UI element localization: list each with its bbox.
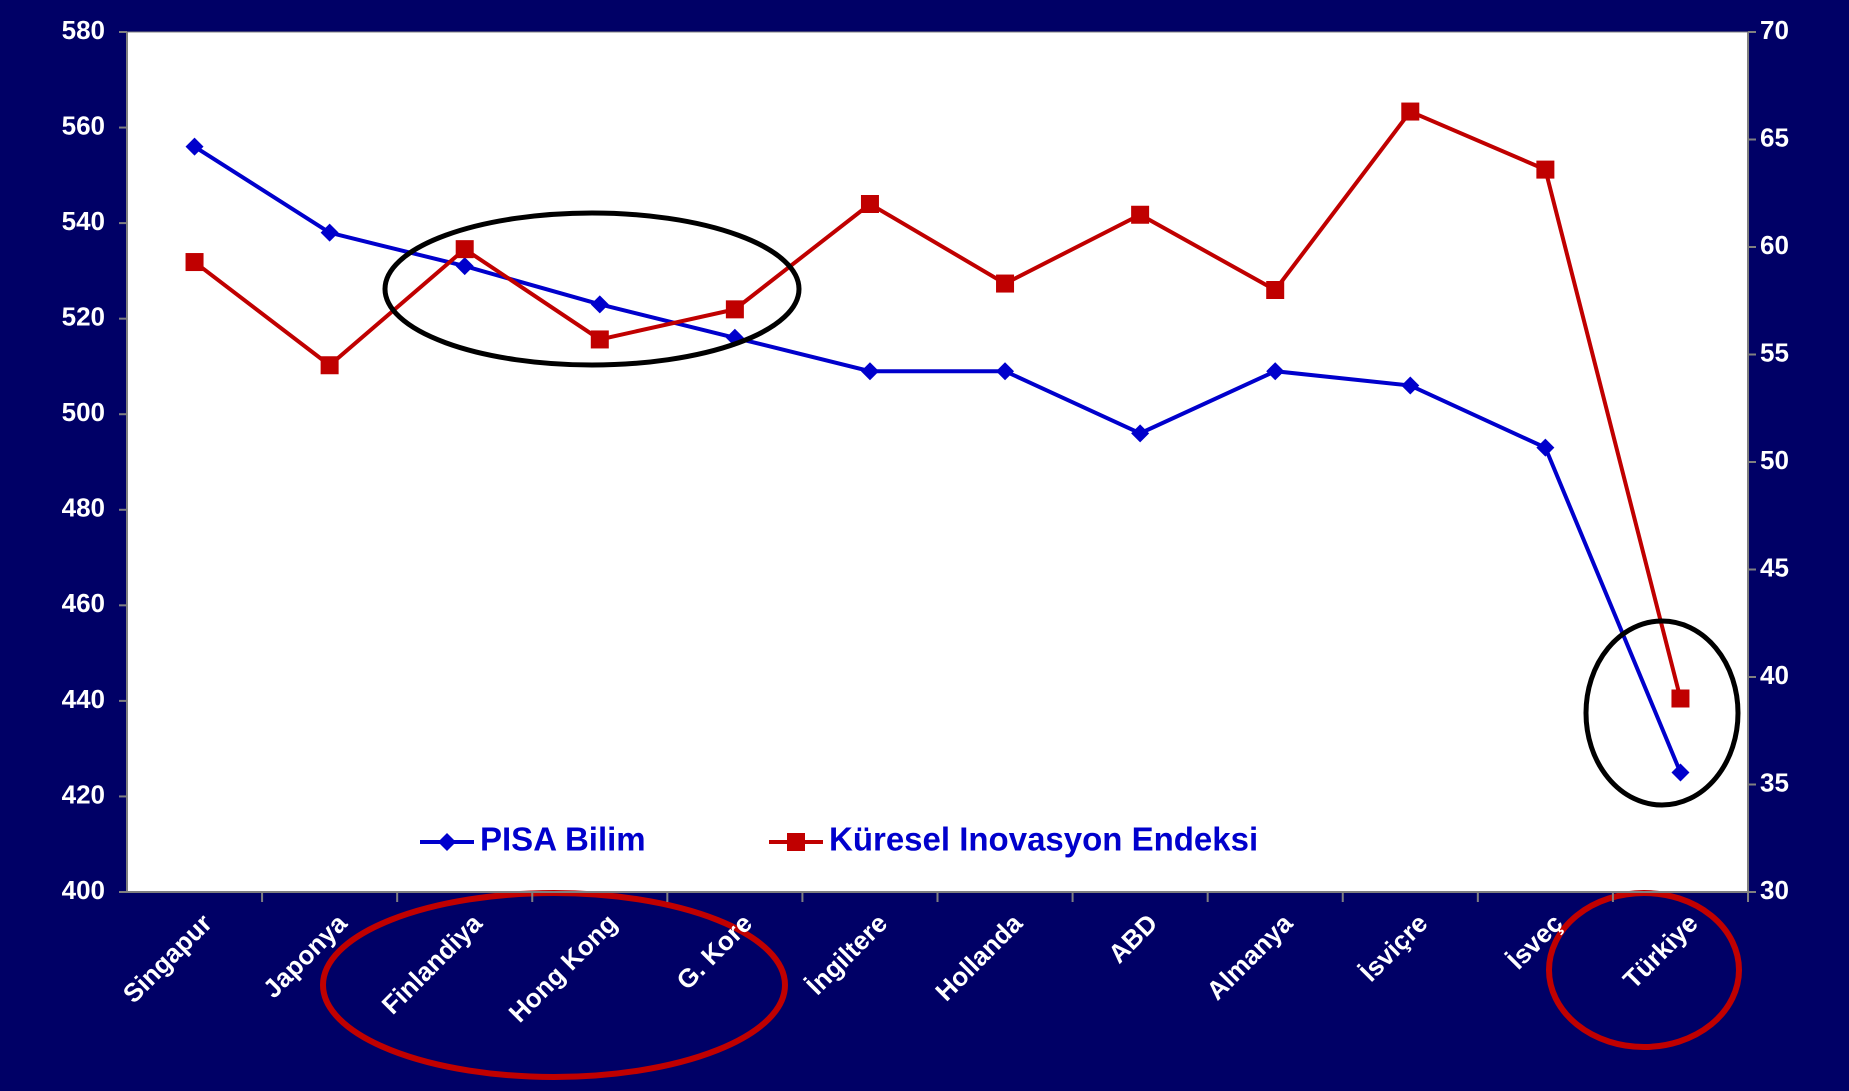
annotation-ellipse [382,210,802,368]
point [996,274,1015,293]
y-tick-label: 440 [62,684,105,714]
y-tick-label: 400 [62,875,105,905]
y2-tick-label: 40 [1760,660,1789,690]
x-tick-label: Almanya [1200,908,1298,1006]
annotation-ellipse [1583,618,1741,808]
y2-tick-label: 35 [1760,767,1789,797]
plot-area [126,31,1749,893]
y-tick-label: 540 [62,206,105,236]
point [590,295,609,314]
x-tick-label: Türkiye [1617,908,1704,995]
x-tick-label: ABD [1102,908,1163,969]
legend-label: PISA Bilim [480,821,646,858]
point [1401,102,1420,121]
point [320,223,339,242]
y-tick-label: 480 [62,493,105,523]
point [1401,376,1420,395]
y2-tick-label: 30 [1760,875,1789,905]
y-tick-label: 580 [62,15,105,45]
point [320,356,339,375]
y-tick-label: 520 [62,302,105,332]
y2-tick-label: 50 [1760,445,1789,475]
point [1536,160,1555,179]
point [1131,424,1150,443]
y-tick-label: 500 [62,397,105,427]
point [1266,281,1285,299]
point [455,240,474,259]
point [860,362,879,381]
point [185,253,204,272]
y2-tick-label: 70 [1760,15,1789,45]
point [185,137,204,156]
x-tick-label: Singapur [117,908,218,1009]
x-tick-label: İsviçre [1354,908,1433,987]
y2-tick-label: 45 [1760,552,1789,582]
y2-tick-label: 60 [1760,230,1789,260]
point [1671,763,1690,782]
point [1266,362,1285,381]
point [787,833,805,851]
marks [185,102,1690,782]
x-tick-label: Hollanda [929,908,1028,1007]
y2-tick-label: 65 [1760,122,1789,152]
point [1671,689,1690,708]
x-tick-label: İngiltere [800,908,893,1001]
point [1536,438,1555,457]
point [996,362,1015,381]
x-tick-label: Finlandiya [376,908,489,1021]
series-line [193,144,1683,774]
y2-tick-label: 55 [1760,337,1789,367]
y-tick-label: 460 [62,588,105,618]
point [590,330,609,349]
point [1131,205,1150,224]
point [438,833,456,851]
legend-label: Küresel Inovasyon Endeksi [829,821,1258,858]
x-tick-label: Hong Kong [503,908,623,1028]
point [455,257,474,276]
series-line [193,109,1683,699]
y-tick-label: 420 [62,779,105,809]
point [725,300,744,319]
point [860,195,879,213]
y-tick-label: 560 [62,110,105,140]
